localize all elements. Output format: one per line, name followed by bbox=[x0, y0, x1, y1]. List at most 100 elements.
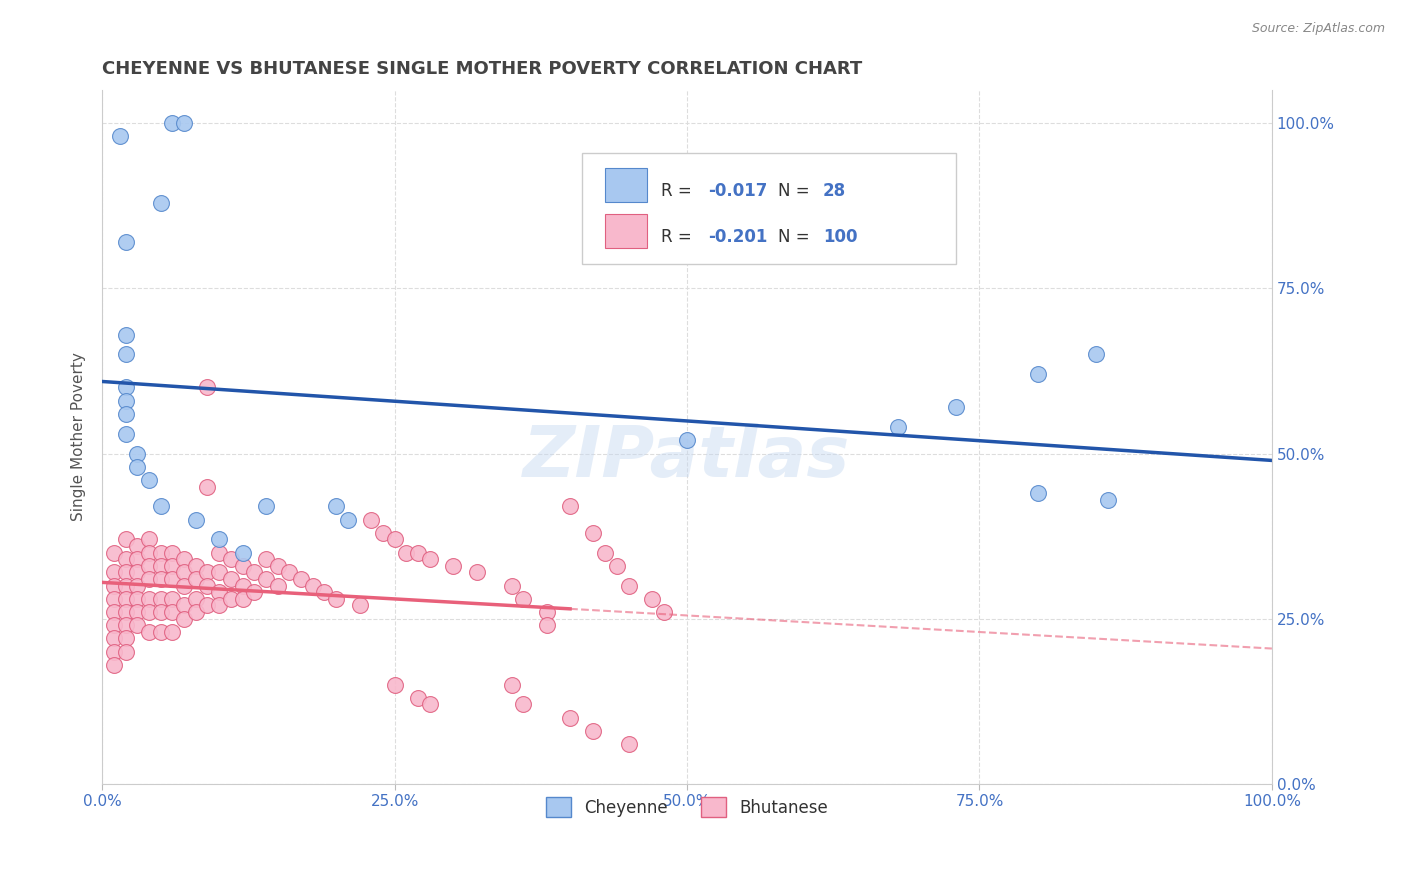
Point bbox=[103, 591, 125, 606]
Point bbox=[301, 579, 323, 593]
Point bbox=[114, 407, 136, 421]
Text: N =: N = bbox=[779, 182, 815, 200]
Point bbox=[395, 545, 418, 559]
Point bbox=[138, 545, 160, 559]
Point bbox=[138, 473, 160, 487]
Point bbox=[676, 434, 699, 448]
Point bbox=[536, 618, 558, 632]
Point bbox=[652, 605, 675, 619]
Point bbox=[501, 579, 523, 593]
Point bbox=[114, 579, 136, 593]
Point bbox=[208, 585, 231, 599]
Point bbox=[149, 500, 172, 514]
Text: 28: 28 bbox=[823, 182, 846, 200]
Point bbox=[103, 579, 125, 593]
Point bbox=[419, 698, 441, 712]
Point bbox=[1026, 486, 1049, 500]
Point bbox=[360, 512, 382, 526]
Y-axis label: Single Mother Poverty: Single Mother Poverty bbox=[72, 352, 86, 522]
Point bbox=[617, 737, 640, 751]
Point bbox=[232, 558, 254, 573]
Point bbox=[384, 678, 406, 692]
Point bbox=[138, 591, 160, 606]
Point bbox=[197, 599, 219, 613]
Point bbox=[617, 579, 640, 593]
Point bbox=[254, 572, 277, 586]
Point bbox=[108, 129, 131, 144]
Point bbox=[208, 533, 231, 547]
Point bbox=[558, 500, 581, 514]
Point bbox=[232, 545, 254, 559]
Point bbox=[197, 566, 219, 580]
Point bbox=[232, 591, 254, 606]
Point bbox=[114, 645, 136, 659]
Point bbox=[406, 690, 429, 705]
Point bbox=[138, 605, 160, 619]
Point bbox=[127, 591, 149, 606]
Point bbox=[266, 579, 288, 593]
Point bbox=[173, 612, 195, 626]
Point bbox=[127, 552, 149, 566]
Point bbox=[173, 599, 195, 613]
Legend: Cheyenne, Bhutanese: Cheyenne, Bhutanese bbox=[540, 790, 835, 824]
Point bbox=[501, 678, 523, 692]
Point bbox=[184, 605, 207, 619]
Point bbox=[149, 558, 172, 573]
Point bbox=[184, 512, 207, 526]
Point bbox=[243, 566, 266, 580]
Point bbox=[114, 393, 136, 408]
Point bbox=[197, 380, 219, 394]
Point bbox=[149, 605, 172, 619]
FancyBboxPatch shape bbox=[582, 153, 956, 264]
Point bbox=[184, 591, 207, 606]
Point bbox=[149, 545, 172, 559]
Point bbox=[536, 605, 558, 619]
Point bbox=[232, 579, 254, 593]
Point bbox=[103, 632, 125, 646]
Point bbox=[582, 525, 605, 540]
Text: R =: R = bbox=[661, 182, 697, 200]
Point bbox=[114, 380, 136, 394]
Text: -0.017: -0.017 bbox=[709, 182, 768, 200]
Point bbox=[127, 605, 149, 619]
Point bbox=[208, 566, 231, 580]
Point bbox=[138, 624, 160, 639]
Point bbox=[149, 624, 172, 639]
Point bbox=[384, 533, 406, 547]
Point bbox=[593, 545, 616, 559]
Point bbox=[1085, 347, 1108, 361]
Point bbox=[149, 195, 172, 210]
Point bbox=[114, 605, 136, 619]
Point bbox=[103, 545, 125, 559]
Point bbox=[162, 558, 184, 573]
Point bbox=[1026, 368, 1049, 382]
Point bbox=[325, 591, 347, 606]
FancyBboxPatch shape bbox=[605, 214, 647, 248]
Point bbox=[290, 572, 312, 586]
Point bbox=[254, 552, 277, 566]
Text: Source: ZipAtlas.com: Source: ZipAtlas.com bbox=[1251, 22, 1385, 36]
Point bbox=[945, 401, 967, 415]
Point bbox=[114, 618, 136, 632]
Point bbox=[127, 618, 149, 632]
Point bbox=[138, 533, 160, 547]
Point bbox=[219, 572, 242, 586]
Point bbox=[114, 347, 136, 361]
Point bbox=[114, 632, 136, 646]
Point bbox=[406, 545, 429, 559]
Point bbox=[127, 446, 149, 460]
Point bbox=[314, 585, 336, 599]
Point bbox=[184, 558, 207, 573]
Point bbox=[138, 572, 160, 586]
Point bbox=[641, 591, 664, 606]
Point bbox=[127, 566, 149, 580]
Point bbox=[197, 579, 219, 593]
Point bbox=[103, 618, 125, 632]
Point bbox=[336, 512, 359, 526]
Point bbox=[886, 420, 908, 434]
Point bbox=[1097, 492, 1119, 507]
Point bbox=[114, 533, 136, 547]
Point bbox=[103, 645, 125, 659]
Point bbox=[465, 566, 488, 580]
Point bbox=[162, 545, 184, 559]
